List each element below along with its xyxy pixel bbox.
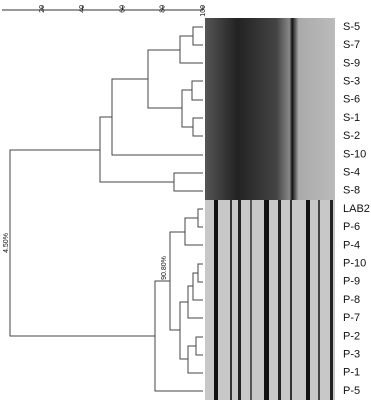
dendrogram-s <box>99 26 203 192</box>
root-annotation: 4.50% <box>3 233 10 253</box>
lane-label: S-4 <box>343 167 360 179</box>
tick-label: 80 <box>160 5 167 13</box>
lane-label: P-7 <box>343 312 360 324</box>
lane-label: P-2 <box>343 330 360 342</box>
tick-label: 100 <box>200 5 207 17</box>
lane-label: P-6 <box>343 221 360 233</box>
lane-label: P-9 <box>343 276 360 288</box>
lane-label: P-3 <box>343 349 360 361</box>
lane-label: S-3 <box>343 76 360 88</box>
dendrogram-p <box>9 149 203 392</box>
gel <box>205 18 335 400</box>
tick-label: 40 <box>79 5 86 13</box>
lane-label: S-10 <box>343 148 366 160</box>
gel-s-lanes <box>205 18 335 200</box>
lane-label: P-4 <box>343 239 360 251</box>
lane-label: S-6 <box>343 94 360 106</box>
lane-label: S-2 <box>343 130 360 142</box>
lane-label: P-8 <box>343 294 360 306</box>
lane-label: P-5 <box>343 385 360 397</box>
lane-label: S-7 <box>343 39 360 51</box>
lane-label: S-1 <box>343 112 360 124</box>
lane-label: P-10 <box>343 258 366 270</box>
tick-label: 60 <box>119 5 126 13</box>
gel-p-lanes <box>205 200 335 400</box>
lane-label: LAB2 <box>343 203 370 215</box>
tick-label: 20 <box>39 5 46 13</box>
lane-label: P-1 <box>343 367 360 379</box>
cluster-annotation: 90.80% <box>161 256 168 280</box>
lane-labels: S-5 S-7 S-9 S-3 S-6 S-1 S-2 S-10 S-4 S-8 LAB2 P-6 P-… <box>343 21 370 397</box>
lane-label: S-8 <box>343 185 360 197</box>
scale-axis: 20 40 60 80 100 <box>2 5 207 17</box>
lane-label: S-9 <box>343 57 360 69</box>
lane-label: S-5 <box>343 21 360 33</box>
